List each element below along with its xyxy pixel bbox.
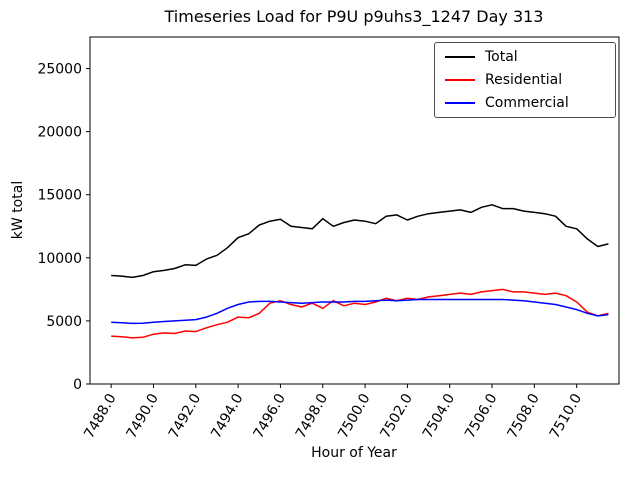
series-line-commercial: [111, 298, 609, 325]
y-tick-label: 0: [73, 377, 82, 393]
x-tick-label: 7508.0: [504, 391, 542, 441]
y-tick-label: 5000: [46, 314, 82, 330]
series-line-residential: [111, 288, 609, 339]
legend-line-total: [445, 56, 475, 58]
legend-entry-total: Total: [445, 50, 605, 64]
series-line-total: [111, 204, 609, 279]
legend: Total Residential Commercial: [434, 42, 616, 118]
axes-box: [89, 36, 620, 385]
y-tick-label: 25000: [37, 62, 82, 78]
legend-label-commercial: Commercial: [485, 95, 569, 111]
x-tick-label: 7498.0: [293, 391, 331, 441]
y-tick-label: 15000: [37, 188, 82, 204]
x-tick-label: 7492.0: [166, 391, 204, 441]
legend-label-residential: Residential: [485, 72, 563, 88]
x-tick-label: 7496.0: [251, 391, 289, 441]
x-tick-label: 7488.0: [81, 391, 119, 441]
x-tick-label: 7500.0: [335, 391, 373, 441]
x-tick-label: 7502.0: [378, 391, 416, 441]
x-tick-label: 7504.0: [420, 391, 458, 441]
legend-label-total: Total: [485, 49, 518, 65]
legend-entry-residential: Residential: [445, 73, 605, 87]
x-tick-label: 7490.0: [124, 391, 162, 441]
x-axis-label: Hour of Year: [311, 445, 397, 461]
legend-entry-commercial: Commercial: [445, 96, 605, 110]
x-tick-label: 7494.0: [208, 391, 246, 441]
y-axis-label: kW total: [10, 181, 26, 239]
legend-line-commercial: [445, 102, 475, 104]
y-tick-label: 20000: [37, 125, 82, 141]
x-tick-label: 7510.0: [547, 391, 585, 441]
legend-line-residential: [445, 79, 475, 81]
x-tick-label: 7506.0: [462, 391, 500, 441]
y-tick-label: 10000: [37, 251, 82, 267]
chart-title: Timeseries Load for P9U p9uhs3_1247 Day …: [164, 7, 544, 27]
